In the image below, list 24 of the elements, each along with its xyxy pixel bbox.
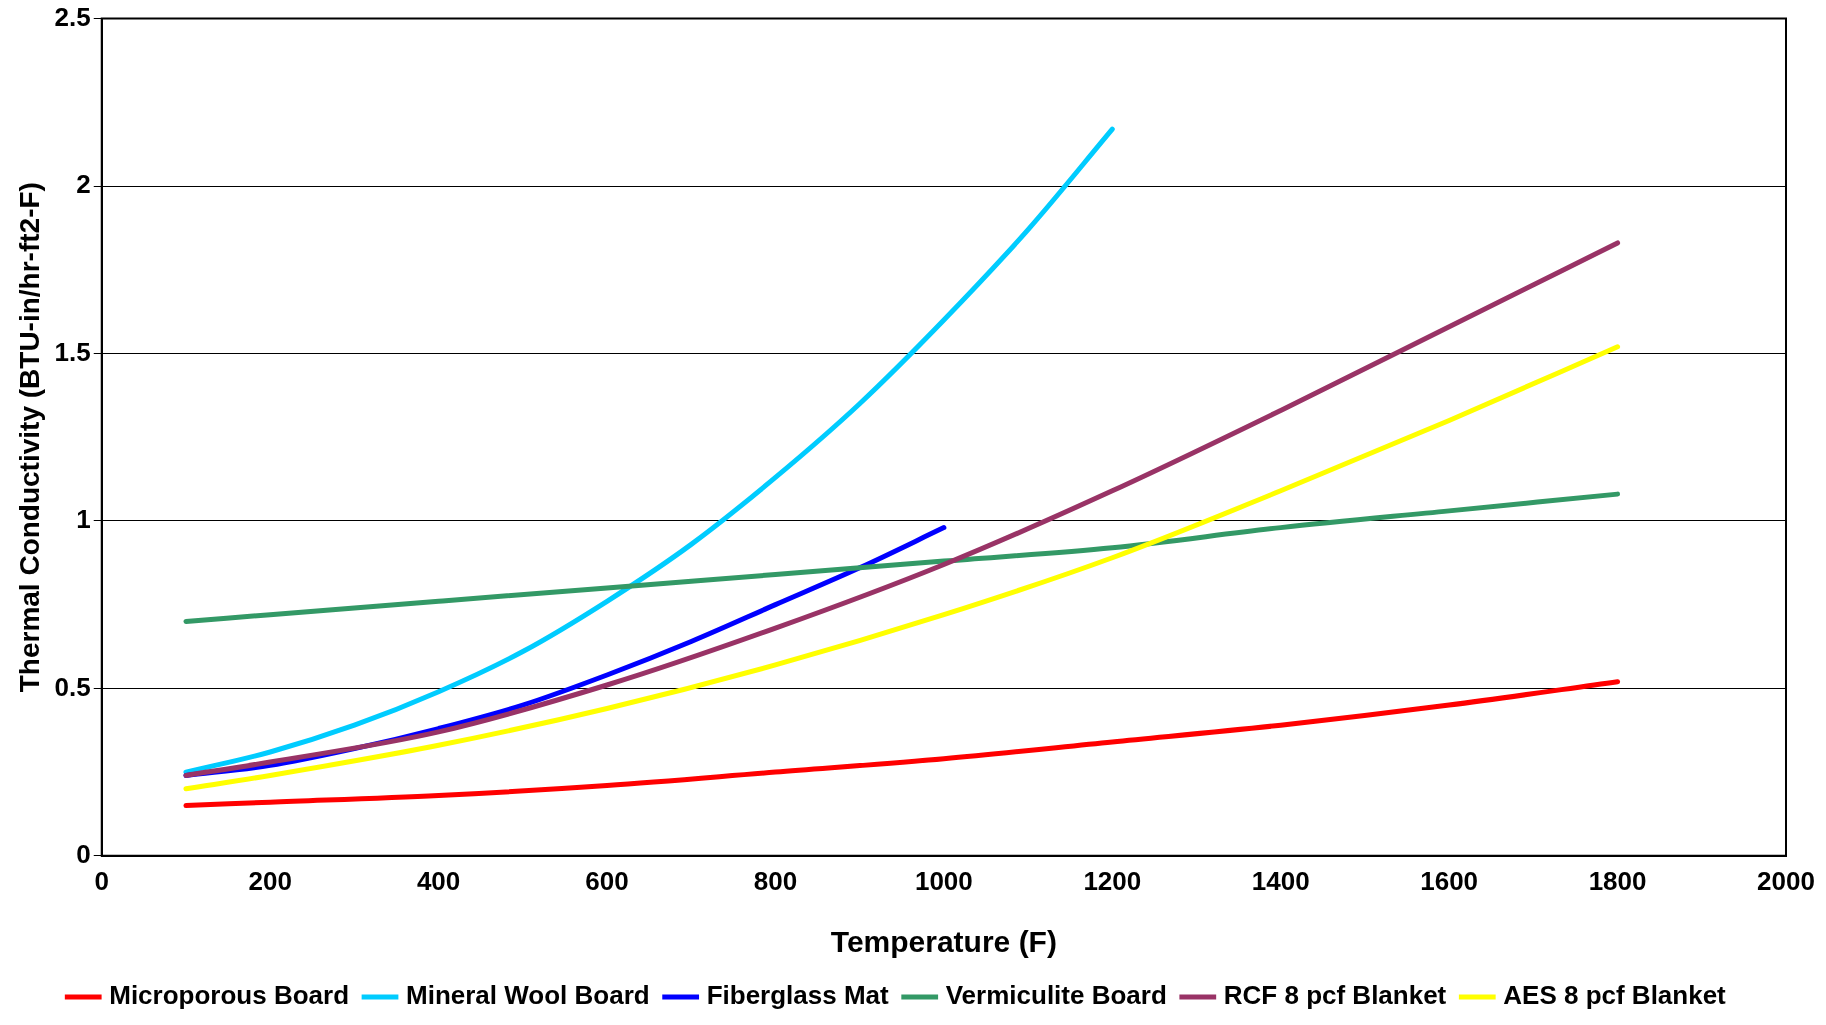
y-tick-label: 1 [76, 504, 91, 535]
x-tick-label: 1000 [914, 865, 973, 896]
legend-label: Mineral Wool Board [406, 980, 650, 1011]
x-tick-label: 1800 [1588, 865, 1647, 896]
y-tick-label: 0.5 [54, 671, 91, 702]
x-axis-title: Temperature (F) [830, 925, 1057, 959]
x-tick-label: 600 [585, 865, 629, 896]
y-tick-label: 0 [76, 838, 91, 869]
x-tick-label: 2000 [1757, 865, 1815, 896]
legend-label: RCF 8 pcf Blanket [1223, 980, 1447, 1011]
y-tick-label: 2 [76, 169, 91, 200]
legend-label: Fiberglass Mat [706, 980, 890, 1011]
x-tick-label: 800 [753, 865, 798, 896]
y-tick-label: 1.5 [54, 336, 91, 367]
legend-label: Microporous Board [109, 980, 350, 1011]
x-tick-label: 1600 [1420, 865, 1479, 896]
legend-label: AES 8 pcf Blanket [1503, 980, 1727, 1011]
x-tick-label: 400 [416, 865, 461, 896]
y-axis-title: Thermal Conductivity (BTU-in/hr-ft2-F) [13, 182, 45, 693]
x-tick-label: 1200 [1083, 865, 1142, 896]
y-tick-label: 2.5 [54, 1, 91, 32]
legend-label: Vermiculite Board [945, 980, 1167, 1011]
x-tick-label: 200 [248, 865, 292, 896]
x-tick-label: 1400 [1251, 865, 1310, 896]
